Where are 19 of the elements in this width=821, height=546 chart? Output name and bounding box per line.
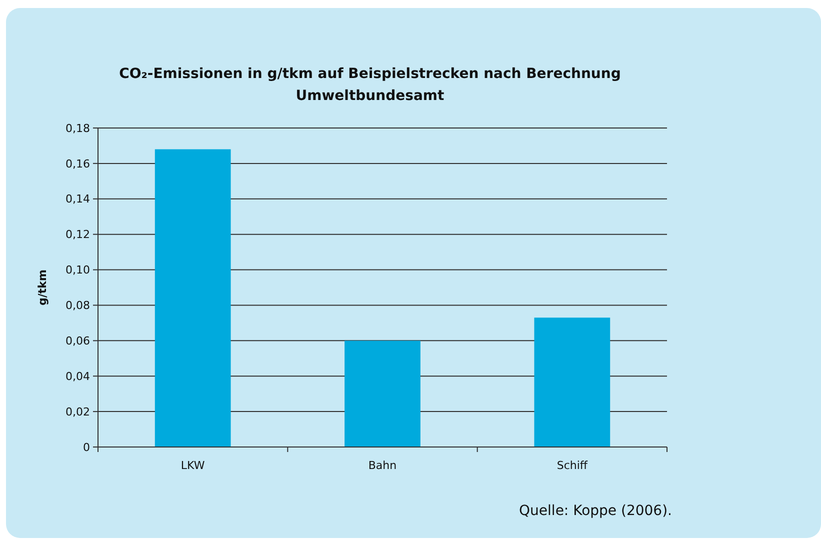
x-tick-label: Schiff <box>556 459 588 472</box>
y-tick-label: 0,14 <box>66 192 90 206</box>
y-tick-label: 0,18 <box>66 122 90 135</box>
y-tick-label: 0,04 <box>66 370 90 383</box>
y-tick-label: 0,02 <box>66 405 90 418</box>
y-tick-label: 0 <box>83 440 90 454</box>
bar <box>154 149 231 447</box>
y-axis-title: g/tkm <box>36 270 49 306</box>
y-tick-label: 0,16 <box>66 157 90 170</box>
y-tick-label: 0,06 <box>66 334 90 348</box>
y-tick-label: 0,10 <box>66 264 90 277</box>
x-tick-label: Bahn <box>368 459 397 472</box>
source-note: Quelle: Koppe (2006). <box>519 503 672 519</box>
x-tick-label: LKW <box>180 459 205 472</box>
bar <box>344 340 420 447</box>
chart-title: CO₂-Emissionen in g/tkm auf Beispielstrecken nach Berechnung Umweltbundesamt <box>119 66 621 104</box>
y-tick-label: 0,12 <box>66 228 90 242</box>
y-tick-label: 0,08 <box>66 299 90 312</box>
bar <box>534 318 610 447</box>
